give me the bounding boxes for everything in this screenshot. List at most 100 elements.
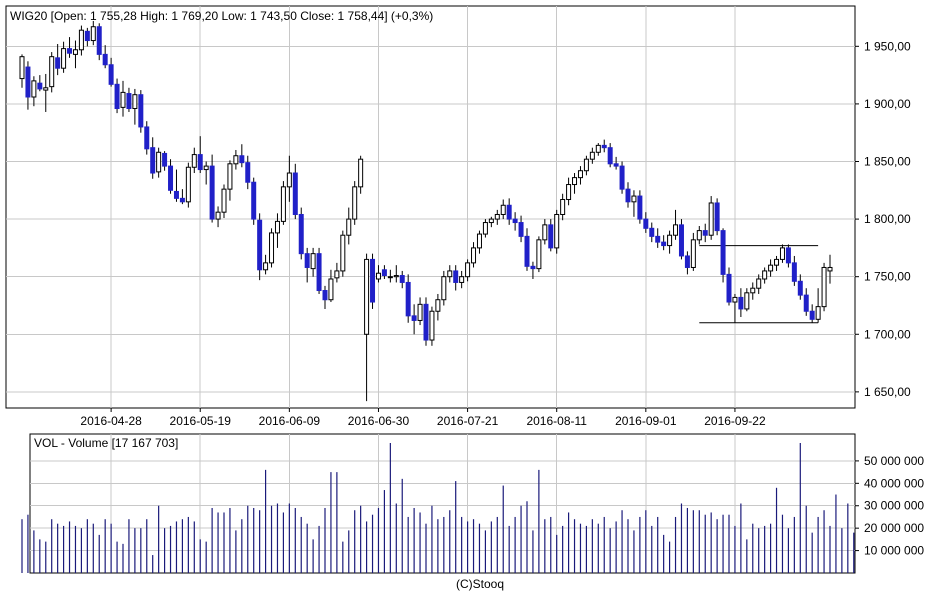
candlestick — [601, 139, 607, 153]
candlestick — [162, 151, 168, 171]
candle-body — [649, 227, 655, 237]
candle-body — [298, 213, 304, 255]
volume-chart-title: VOL - Volume [17 167 703] — [34, 436, 178, 450]
candle-body — [310, 253, 316, 270]
candlestick — [233, 149, 239, 170]
candlestick — [785, 244, 791, 268]
candlestick — [768, 259, 774, 277]
candlestick — [542, 219, 548, 245]
candle-body — [494, 213, 500, 220]
candle-body — [779, 247, 785, 260]
candle-body — [203, 165, 209, 171]
candlestick — [500, 199, 506, 220]
candlestick — [732, 293, 738, 323]
candle-body — [809, 310, 815, 320]
candlestick — [661, 235, 667, 251]
candlestick — [619, 161, 625, 194]
candle-body — [506, 204, 512, 220]
candle-body — [269, 232, 275, 264]
candle-body — [471, 247, 477, 264]
candlestick — [488, 216, 494, 228]
candlestick — [197, 136, 203, 174]
candle-body — [661, 241, 667, 247]
candle-body — [138, 94, 144, 128]
candle-body — [84, 30, 90, 42]
candle-body — [102, 53, 108, 66]
candlestick — [280, 181, 286, 225]
candlestick — [512, 212, 518, 231]
candle-body — [411, 315, 417, 321]
candle-body — [803, 294, 809, 312]
volume-panel-frame — [29, 433, 856, 574]
price-y-tick-label: 1 850,00 — [864, 155, 911, 169]
candlestick — [387, 269, 393, 283]
candle-body — [797, 280, 803, 296]
candle-body — [280, 186, 286, 222]
candlestick — [49, 52, 55, 93]
candle-body — [619, 165, 625, 190]
candlestick — [114, 78, 120, 114]
candlestick — [310, 247, 316, 277]
candle-body — [304, 253, 310, 268]
candlestick — [678, 219, 684, 260]
candlestick — [714, 198, 720, 236]
candlestick — [441, 270, 447, 306]
candlestick-series — [19, 20, 833, 402]
candle-body — [821, 266, 827, 308]
price-chart-title: WIG20 [Open: 1 755,28 High: 1 769,20 Low… — [10, 9, 433, 23]
candle-body — [465, 262, 471, 278]
candlestick — [583, 155, 589, 176]
candlestick — [370, 253, 376, 309]
candle-body — [334, 270, 340, 279]
candlestick — [269, 228, 275, 268]
candle-body — [274, 220, 280, 234]
candlestick — [375, 265, 381, 283]
candle-body — [690, 239, 696, 268]
candle-body — [251, 181, 257, 220]
price-y-axis: 1 650,00 1 700,00 1 750,00 1 800,00 1 850,00… — [855, 39, 911, 399]
candlestick — [566, 177, 572, 206]
candlestick — [827, 254, 833, 284]
candle-body — [774, 258, 780, 266]
candlestick — [637, 190, 643, 224]
candle-body — [132, 94, 138, 110]
volume-y-tick-label: 10 000 000 — [864, 544, 924, 558]
candle-body — [352, 186, 358, 220]
candlestick — [530, 261, 536, 279]
candle-body — [476, 233, 482, 249]
candlestick — [548, 219, 554, 252]
candle-body — [518, 222, 524, 237]
candlestick — [506, 198, 512, 225]
candle-body — [589, 151, 595, 160]
candle-body — [405, 281, 411, 317]
candlestick — [144, 121, 150, 155]
candlestick — [684, 251, 690, 275]
candle-body — [162, 152, 168, 167]
candle-body — [185, 166, 191, 203]
candlestick — [465, 259, 471, 282]
candle-body — [209, 165, 215, 220]
candle-body — [120, 91, 126, 108]
candle-body — [560, 199, 566, 215]
candlestick — [316, 247, 322, 294]
candlestick — [696, 226, 702, 245]
candle-body — [696, 230, 702, 241]
candlestick — [334, 262, 340, 283]
candlestick — [399, 270, 405, 289]
candlestick — [613, 156, 619, 170]
candlestick — [286, 155, 292, 202]
candle-body — [156, 151, 162, 173]
candlestick — [257, 213, 263, 281]
candlestick — [102, 45, 108, 69]
candle-body — [607, 147, 613, 165]
candlestick — [251, 177, 257, 225]
candlestick — [577, 166, 583, 185]
price-panel-frame — [5, 5, 856, 409]
candle-body — [364, 258, 370, 335]
candle-body — [524, 235, 530, 267]
candle-body — [441, 276, 447, 301]
candlestick — [435, 293, 441, 321]
price-y-tick-label: 1 800,00 — [864, 212, 911, 226]
price-y-tick-label: 1 700,00 — [864, 327, 911, 341]
